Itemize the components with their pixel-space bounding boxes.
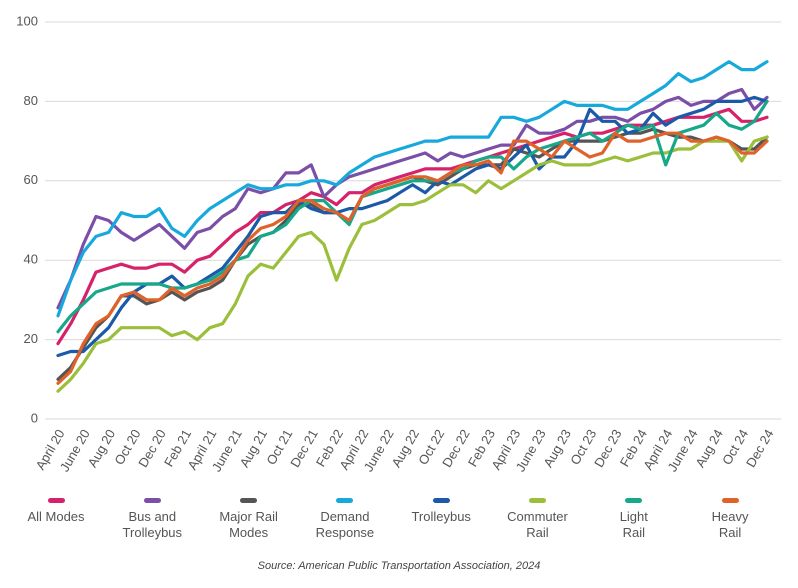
y-tick-label: 60 (24, 172, 38, 187)
y-tick-label: 80 (24, 93, 38, 108)
legend-swatch (47, 498, 65, 503)
legend-label: Commuter Rail (507, 509, 568, 540)
legend-label: Bus and Trolleybus (122, 509, 183, 540)
y-tick-label: 40 (24, 252, 38, 267)
legend-swatch (143, 498, 161, 503)
series-line (56, 95, 769, 358)
legend-item: Bus and Trolleybus (107, 498, 197, 541)
series-line (56, 131, 769, 385)
legend-label: All Modes (27, 509, 85, 524)
legend-label: Trolleybus (411, 509, 471, 524)
legend-swatch (336, 498, 354, 503)
legend-swatch (240, 498, 258, 503)
legend: All Modes Bus and Trolleybus Major Rail Mo… (0, 498, 798, 548)
series-line (56, 99, 769, 334)
legend-swatch (721, 498, 739, 503)
legend-label: Light Rail (619, 509, 648, 540)
legend-swatch (625, 498, 643, 503)
legend-item: Major Rail Modes (204, 498, 294, 541)
series-line (56, 87, 769, 310)
legend-item: Demand Response (300, 498, 390, 541)
legend-label: Heavy Rail (711, 509, 749, 540)
y-tick-label: 100 (16, 13, 38, 28)
series-line (56, 127, 769, 381)
y-tick-label: 0 (31, 410, 38, 425)
series-line (56, 135, 769, 393)
legend-item: Light Rail (589, 498, 679, 541)
legend-item: Heavy Rail (685, 498, 775, 541)
legend-swatch (432, 498, 450, 503)
legend-item: Trolleybus (396, 498, 486, 525)
source-note: Source: American Public Transportation A… (257, 560, 541, 572)
legend-label: Major Rail Modes (219, 509, 278, 540)
series-line (56, 60, 769, 318)
legend-label: Demand Response (315, 509, 375, 540)
legend-item: Commuter Rail (493, 498, 583, 541)
legend-item: All Modes (11, 498, 101, 525)
y-tick-label: 20 (24, 331, 38, 346)
legend-swatch (529, 498, 546, 503)
